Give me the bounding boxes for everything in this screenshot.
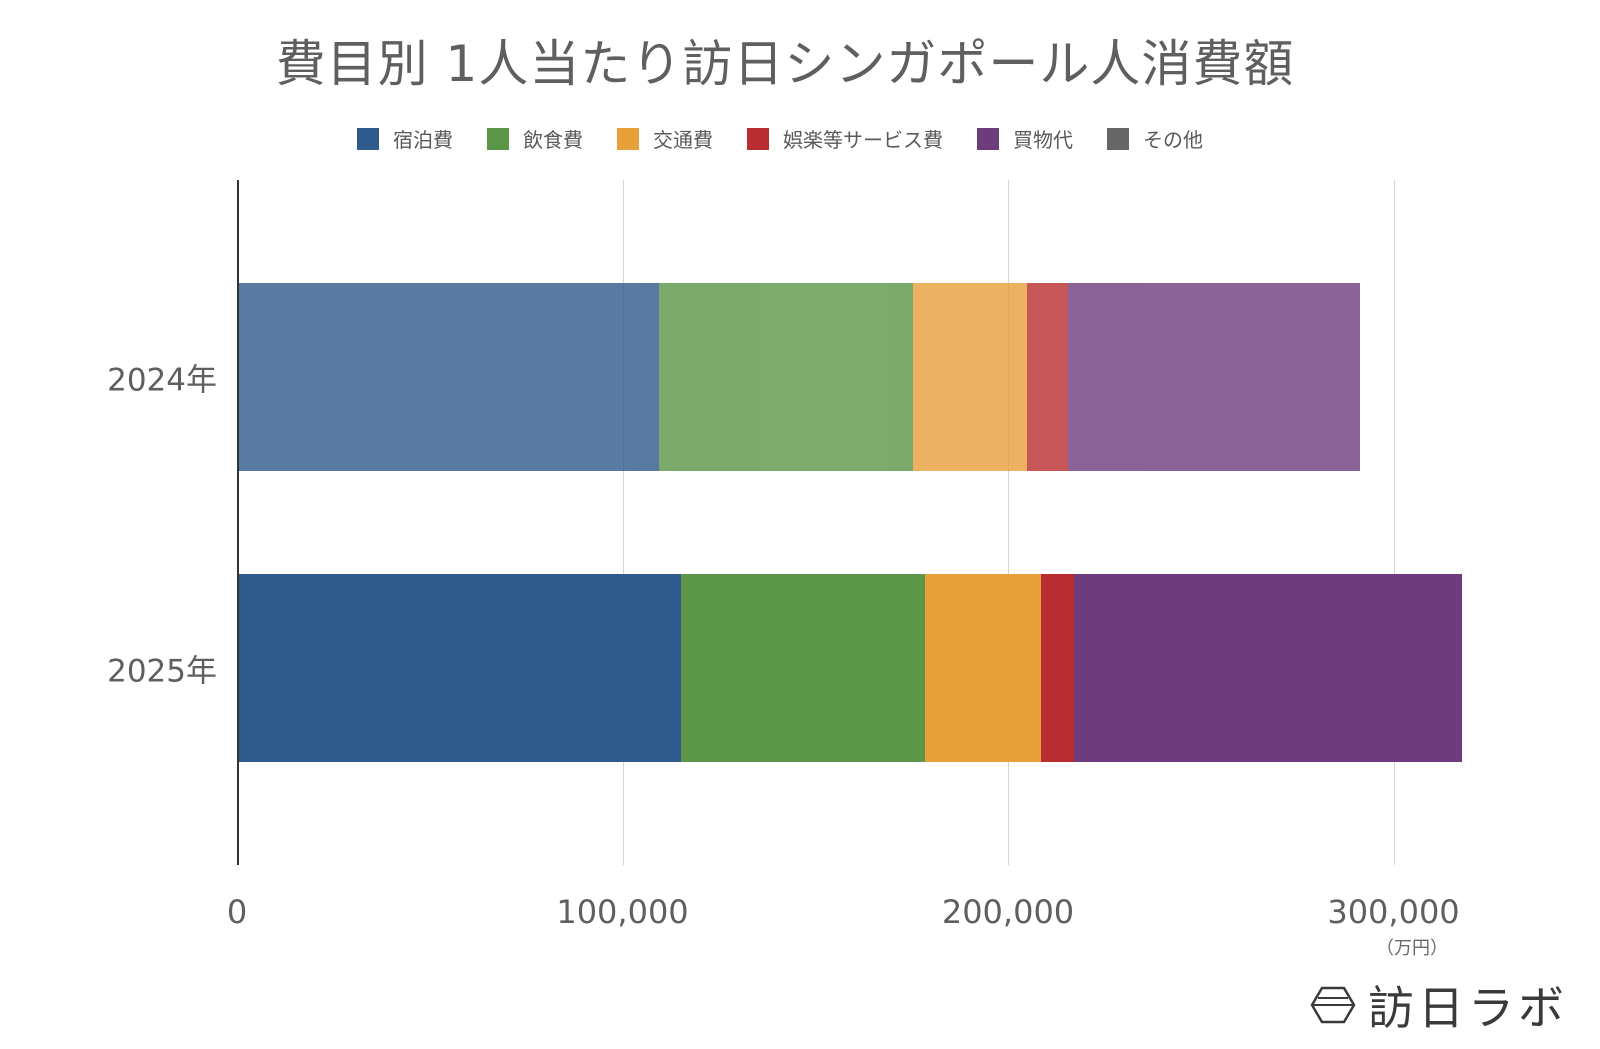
legend-label: その他 xyxy=(1143,128,1203,152)
bar-segment[interactable] xyxy=(1027,283,1069,471)
legend-swatch-icon xyxy=(487,127,509,150)
plot-area xyxy=(237,180,1487,865)
legend-label: 飲食費 xyxy=(523,128,583,152)
bar-segment[interactable] xyxy=(925,574,1042,762)
chart-title: 費目別 1人当たり訪日シンガポール人消費額 xyxy=(275,35,1295,93)
legend-item[interactable]: 宿泊費 xyxy=(357,124,453,153)
gridline xyxy=(1008,180,1009,865)
legend-swatch-icon xyxy=(1107,127,1129,150)
bar-segment[interactable] xyxy=(659,283,914,471)
legend-item[interactable]: 交通費 xyxy=(617,124,713,153)
bar-segment[interactable] xyxy=(237,574,682,762)
bar-segment[interactable] xyxy=(1073,574,1463,762)
legend-swatch-icon xyxy=(617,127,639,150)
brand-name: 訪日ラボ xyxy=(1368,981,1568,1035)
gridline xyxy=(1393,180,1395,865)
legend: 宿泊費 飲食費 交通費 娯楽等サービス費 買物代 その他 xyxy=(0,124,1560,153)
x-tick-label: 200,000 xyxy=(941,893,1075,931)
y-axis-line xyxy=(237,180,239,865)
legend-label: 買物代 xyxy=(1013,128,1073,152)
legend-swatch-icon xyxy=(747,127,769,150)
x-tick-label: 100,000 xyxy=(556,893,689,931)
stacked-bar[interactable] xyxy=(237,574,1463,762)
bar-segment[interactable] xyxy=(913,283,1028,471)
legend-label: 宿泊費 xyxy=(393,128,453,152)
bar-segment[interactable] xyxy=(681,574,926,762)
category-label: 2024年 xyxy=(107,362,217,399)
stacked-bar[interactable] xyxy=(237,283,1360,471)
brand-logo: 訪日ラボ xyxy=(1310,972,1568,1038)
x-tick-label: 300,000 xyxy=(1327,893,1460,931)
bar-segment[interactable] xyxy=(1068,283,1360,471)
legend-item[interactable]: 飲食費 xyxy=(487,124,583,153)
bar-segment[interactable] xyxy=(1041,574,1074,762)
bar-segment[interactable] xyxy=(237,283,660,471)
legend-item[interactable]: 娯楽等サービス費 xyxy=(747,124,943,153)
hexagon-logo-icon xyxy=(1310,986,1356,1024)
gridline xyxy=(622,180,624,865)
category-label: 2025年 xyxy=(107,653,217,690)
x-tick-label: 0 xyxy=(226,893,248,931)
legend-swatch-icon xyxy=(357,127,379,150)
legend-swatch-icon xyxy=(977,127,999,150)
legend-label: 娯楽等サービス費 xyxy=(783,128,943,152)
legend-item[interactable]: その他 xyxy=(1107,124,1203,153)
axis-unit-label: （万円） xyxy=(1376,938,1448,959)
legend-item[interactable]: 買物代 xyxy=(977,124,1073,153)
legend-label: 交通費 xyxy=(653,128,713,152)
